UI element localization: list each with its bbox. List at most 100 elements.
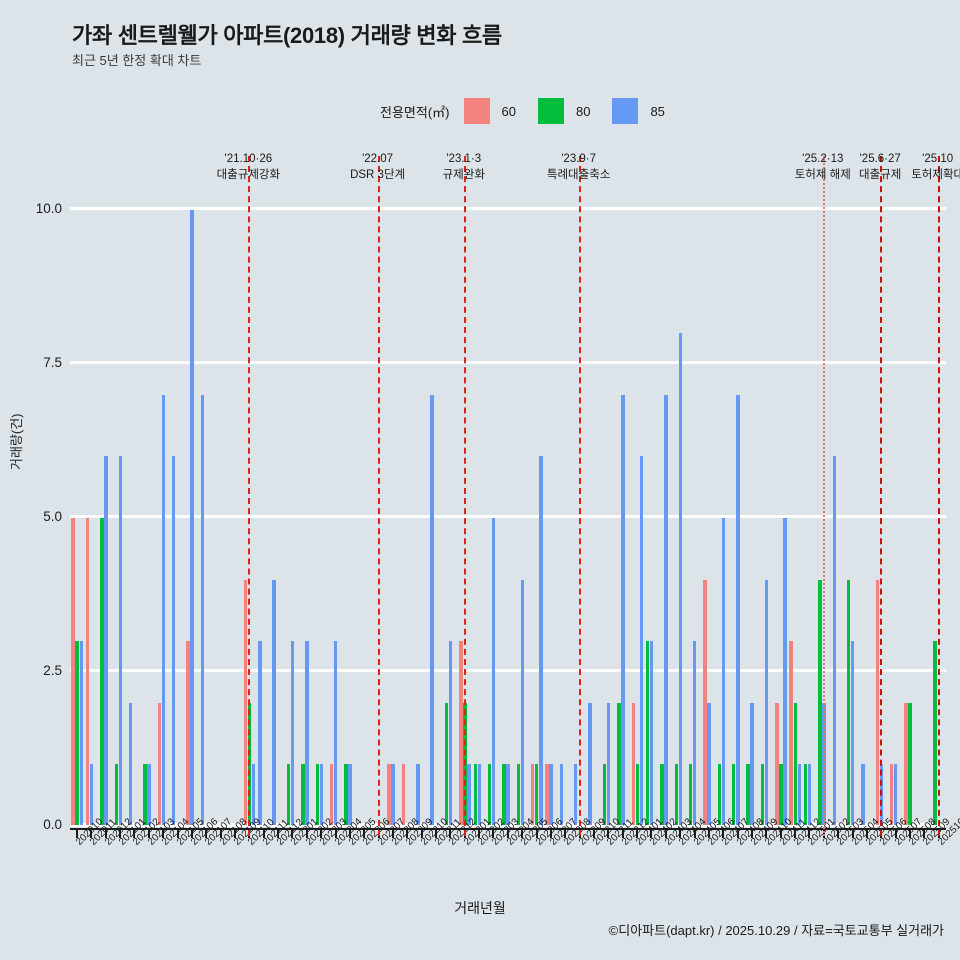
x-axis-tick [133,828,136,838]
bar [933,641,937,826]
bar [491,518,496,826]
legend-swatch-60 [463,98,490,124]
event-annotation: '25.10 토허제확대 [878,152,960,183]
x-axis-tick [506,828,509,838]
event-date: '25.2·13 [802,153,844,165]
bar [161,394,166,826]
x-axis-tick [391,828,394,838]
x-axis-label: 거래년월 [454,900,506,916]
bar [319,764,324,826]
bar [520,579,525,826]
bar [793,702,797,826]
x-axis-tick [593,828,595,838]
bar [104,456,108,826]
bar [549,764,553,826]
bar [473,764,477,826]
x-axis-tick [420,828,423,838]
bar [606,702,611,826]
event-line [377,156,380,836]
event-date: '21.10·26 [224,153,273,165]
bar [692,641,697,826]
bar [286,764,291,826]
x-axis-tick [190,828,193,838]
bar [516,764,521,826]
x-axis-tick [679,828,682,838]
bar [118,456,122,826]
x-axis-tick [794,828,797,838]
x-axis-tick [363,828,366,838]
bar [502,764,506,826]
x-axis-tick [291,828,294,838]
event-label: 규제완화 [442,168,485,181]
bar [539,456,543,826]
event-annotation: '23.1·3 규제완화 [404,152,524,183]
bar [602,764,607,826]
x-axis-tick [104,828,107,838]
x-axis-tick [406,828,409,838]
bar [818,579,822,826]
bar [305,641,309,826]
bar [448,641,453,826]
x-axis-tick [219,828,222,838]
x-axis-tick [535,828,538,838]
bar [631,702,635,826]
event-line [937,156,940,836]
x-axis-tick [722,828,725,838]
bar [333,641,338,826]
bar [430,394,434,826]
x-axis-tick [320,828,323,838]
bar [846,579,851,826]
x-axis-tick [492,828,495,838]
bar [535,764,539,826]
bar [243,579,248,826]
bar [100,518,104,826]
legend-label-85: 85 [650,103,665,119]
y-axis-tick-label: 7.5 [43,355,62,370]
y-axis-tick-label: 5.0 [43,509,62,524]
x-axis-tick [837,828,840,838]
x-axis-tick [305,828,308,838]
bar [664,394,668,826]
bar [171,456,176,826]
bar [574,764,578,826]
x-axis-tick [521,828,524,838]
bar [775,702,779,826]
plot-area: '21.10·26 대출규제강화 '22.07 DSR 3단계 '23.1·3 규제완화 '… [70,153,960,836]
bar [639,456,644,826]
bar [617,702,621,826]
bar [635,764,639,826]
x-axis-tick [664,828,667,838]
bar [344,764,348,826]
bar [894,764,898,826]
bar [807,764,812,826]
event-line [463,156,466,836]
bar [588,702,592,826]
gridline [70,515,946,518]
bar [545,764,549,826]
y-axis-tick-label: 2.5 [43,663,62,678]
bar [128,702,133,826]
event-date: '25.6·27 [859,153,901,165]
x-axis-tick [650,828,653,838]
bar [506,764,510,826]
event-date: '23.9·7 [561,153,597,165]
x-axis-tick [851,828,854,838]
event-date: '25.10 [922,153,954,165]
event-label: DSR 3단계 [350,168,406,181]
bar [85,518,90,826]
x-axis: 2020102020112020122021012021022021032021… [70,816,960,908]
bar [783,518,787,826]
x-axis-tick [636,828,639,838]
bar [908,702,912,826]
event-annotation: '21.10·26 대출규제강화 [188,152,308,183]
page-subtitle: 최근 5년 한정 확대 차트 [72,53,202,68]
event-label: 대출규제강화 [216,168,281,181]
x-axis-tick [923,828,926,838]
bar [315,764,319,826]
x-axis-tick [76,828,79,838]
x-axis-tick [707,828,710,838]
bar [746,764,750,826]
x-axis-tick [607,828,610,838]
bar [732,764,736,826]
